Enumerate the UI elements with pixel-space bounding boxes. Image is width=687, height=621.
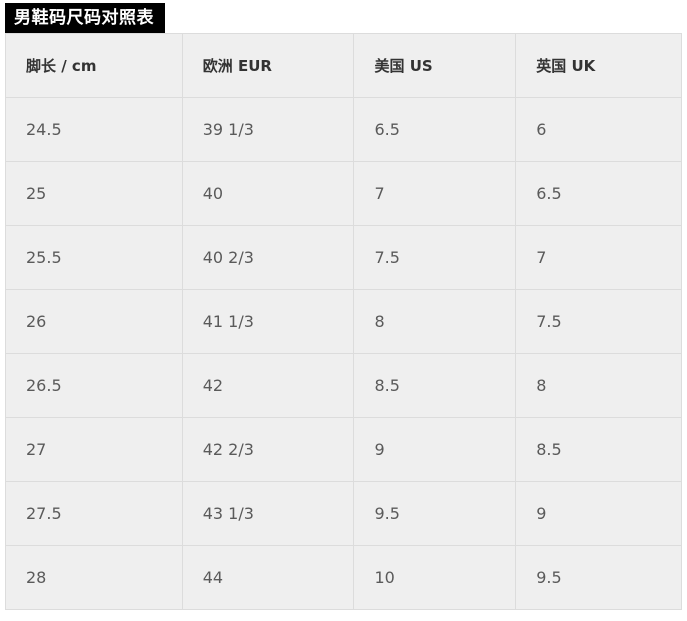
table-cell: 8.5 bbox=[515, 417, 682, 482]
table-cell: 42 2/3 bbox=[181, 417, 355, 482]
table-row: 28 44 10 9.5 bbox=[5, 545, 682, 610]
table-body: 24.5 39 1/3 6.5 6 25 40 7 6.5 25.5 40 2/3 7.5 7 26 41… bbox=[5, 97, 682, 610]
column-header: 英国 UK bbox=[515, 33, 682, 98]
size-chart-table: 脚长 / cm 欧洲 EUR 美国 US 英国 UK 24.5 39 1/3 6.5 6 25… bbox=[5, 33, 682, 610]
table-cell: 8 bbox=[353, 289, 517, 354]
table-cell: 25 bbox=[5, 161, 183, 226]
table-cell: 41 1/3 bbox=[181, 289, 355, 354]
table-cell: 39 1/3 bbox=[181, 97, 355, 162]
table-cell: 42 bbox=[181, 353, 355, 418]
table-row: 26.5 42 8.5 8 bbox=[5, 353, 682, 418]
column-header: 美国 US bbox=[353, 33, 517, 98]
table-cell: 7 bbox=[353, 161, 517, 226]
table-row: 25.5 40 2/3 7.5 7 bbox=[5, 225, 682, 290]
table-row: 27.5 43 1/3 9.5 9 bbox=[5, 481, 682, 546]
table-cell: 6.5 bbox=[515, 161, 682, 226]
page-title: 男鞋码尺码对照表 bbox=[5, 3, 165, 34]
table-cell: 26 bbox=[5, 289, 183, 354]
table-row: 24.5 39 1/3 6.5 6 bbox=[5, 97, 682, 162]
table-cell: 8.5 bbox=[353, 353, 517, 418]
table-cell: 25.5 bbox=[5, 225, 183, 290]
table-cell: 24.5 bbox=[5, 97, 183, 162]
table-cell: 6.5 bbox=[353, 97, 517, 162]
table-cell: 7.5 bbox=[353, 225, 517, 290]
table-cell: 7 bbox=[515, 225, 682, 290]
table-row: 27 42 2/3 9 8.5 bbox=[5, 417, 682, 482]
table-cell: 26.5 bbox=[5, 353, 183, 418]
column-header: 脚长 / cm bbox=[5, 33, 183, 98]
table-cell: 27.5 bbox=[5, 481, 183, 546]
header-row: 脚长 / cm 欧洲 EUR 美国 US 英国 UK bbox=[5, 33, 682, 98]
table-cell: 43 1/3 bbox=[181, 481, 355, 546]
column-header: 欧洲 EUR bbox=[181, 33, 355, 98]
table-row: 25 40 7 6.5 bbox=[5, 161, 682, 226]
table-cell: 10 bbox=[353, 545, 517, 610]
table-cell: 8 bbox=[515, 353, 682, 418]
table-cell: 9.5 bbox=[353, 481, 517, 546]
table-cell: 9.5 bbox=[515, 545, 682, 610]
table-cell: 40 2/3 bbox=[181, 225, 355, 290]
table-cell: 7.5 bbox=[515, 289, 682, 354]
table-row: 26 41 1/3 8 7.5 bbox=[5, 289, 682, 354]
table-cell: 6 bbox=[515, 97, 682, 162]
table-cell: 28 bbox=[5, 545, 183, 610]
table-cell: 44 bbox=[181, 545, 355, 610]
table-cell: 9 bbox=[353, 417, 517, 482]
table-cell: 27 bbox=[5, 417, 183, 482]
table-cell: 9 bbox=[515, 481, 682, 546]
table-cell: 40 bbox=[181, 161, 355, 226]
